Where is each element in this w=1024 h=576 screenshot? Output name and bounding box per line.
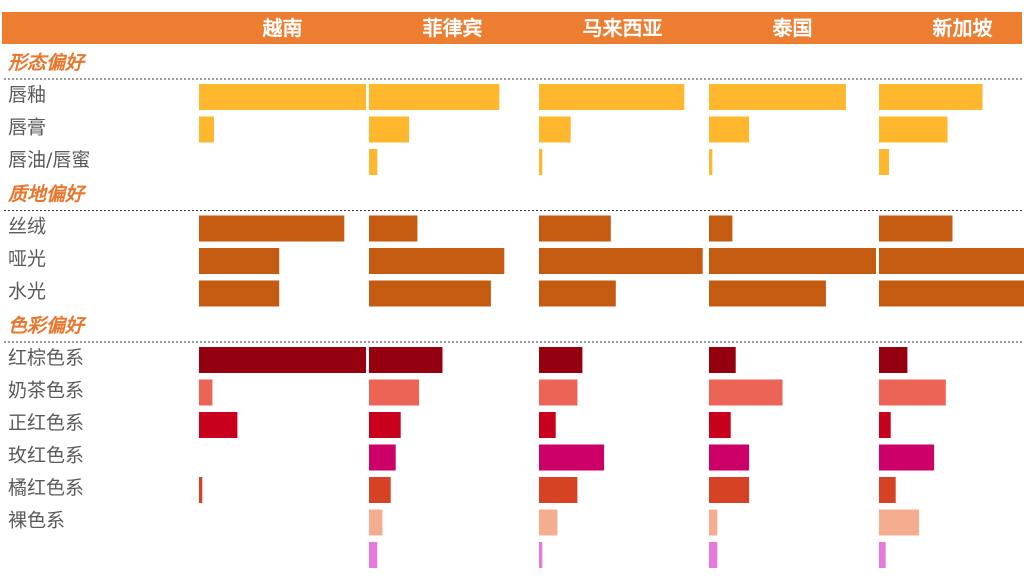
- bar-2-4-0: [199, 477, 203, 503]
- bar-2-4-3: [709, 477, 750, 503]
- bar-2-2-4: [879, 412, 891, 438]
- row-label-2-4: 橘红色系: [8, 477, 84, 499]
- bar-0-0-0: [199, 84, 366, 110]
- bar-2-2-0: [199, 412, 238, 438]
- bar-0-2-4: [879, 149, 889, 175]
- bar-2-3-3: [709, 444, 750, 471]
- bar-0-2-2: [539, 149, 543, 175]
- bar-2-3-1: [369, 444, 396, 471]
- bar-2-0-4: [879, 347, 908, 373]
- bar-2-1-4: [879, 379, 946, 406]
- bar-0-2-3: [709, 149, 713, 175]
- bar-2-6-1: [369, 542, 378, 568]
- row-label-2-0: 红棕色系: [8, 347, 84, 369]
- group-title-2: 色彩偏好: [8, 315, 87, 337]
- bar-0-1-4: [879, 116, 948, 143]
- bar-0-2-1: [369, 149, 378, 175]
- bar-1-0-3: [709, 215, 733, 242]
- bar-2-3-4: [879, 444, 935, 471]
- header-strip: [2, 12, 1022, 44]
- bar-2-2-3: [709, 412, 731, 438]
- bar-2-6-2: [539, 542, 543, 568]
- row-label-2-5: 裸色系: [8, 510, 65, 532]
- column-header-4: 新加坡: [933, 16, 994, 40]
- bar-0-1-1: [369, 116, 410, 143]
- bar-1-0-0: [199, 215, 345, 242]
- bar-2-2-2: [539, 412, 556, 438]
- column-header-2: 马来西亚: [583, 16, 663, 40]
- bar-2-2-1: [369, 412, 401, 438]
- bar-2-0-3: [709, 347, 736, 373]
- bar-1-2-1: [369, 280, 491, 307]
- bar-2-0-2: [539, 347, 583, 373]
- bar-2-0-1: [369, 347, 443, 373]
- column-header-0: 越南: [262, 16, 303, 40]
- bar-2-3-2: [539, 444, 605, 471]
- bar-2-5-4: [879, 509, 920, 536]
- row-label-2-1: 奶茶色系: [8, 380, 84, 402]
- bar-1-1-0: [199, 248, 280, 274]
- bar-0-1-2: [539, 116, 571, 143]
- bar-0-0-3: [709, 84, 846, 110]
- bar-2-1-2: [539, 379, 578, 406]
- bar-0-0-2: [539, 84, 685, 110]
- bar-2-1-1: [369, 379, 420, 406]
- row-label-1-2: 水光: [8, 281, 46, 303]
- row-label-1-1: 哑光: [8, 248, 46, 270]
- row-label-2-2: 正红色系: [8, 412, 84, 434]
- bar-1-2-3: [709, 280, 826, 307]
- column-header-1: 菲律宾: [423, 16, 483, 40]
- row-label-2-3: 玫红色系: [8, 445, 84, 467]
- bar-2-1-0: [199, 379, 213, 406]
- bar-2-6-4: [879, 542, 886, 568]
- bar-2-1-3: [709, 379, 783, 406]
- row-label-0-0: 唇釉: [8, 84, 46, 106]
- bar-1-0-2: [539, 215, 611, 242]
- bar-0-0-4: [879, 84, 983, 110]
- bar-1-1-1: [369, 248, 505, 274]
- bar-0-0-1: [369, 84, 500, 110]
- bar-2-5-1: [369, 509, 383, 536]
- bar-2-5-2: [539, 509, 558, 536]
- bar-1-1-4: [879, 248, 1024, 274]
- row-label-1-0: 丝绒: [8, 216, 46, 238]
- bar-2-4-1: [369, 477, 391, 503]
- bar-1-0-4: [879, 215, 953, 242]
- bar-2-5-3: [709, 509, 718, 536]
- bar-1-0-1: [369, 215, 418, 242]
- column-header-3: 泰国: [772, 16, 813, 40]
- bar-2-4-2: [539, 477, 578, 503]
- bar-1-2-4: [879, 280, 1024, 307]
- bar-1-2-2: [539, 280, 616, 307]
- bar-1-1-2: [539, 248, 703, 274]
- bar-2-0-0: [199, 347, 366, 373]
- bar-1-1-3: [709, 248, 876, 274]
- bar-2-4-4: [879, 477, 896, 503]
- group-title-0: 形态偏好: [7, 52, 87, 74]
- watermark-text: 大数跨境: [22, 547, 94, 568]
- row-label-0-2: 唇油/唇蜜: [8, 149, 90, 171]
- group-title-1: 质地偏好: [7, 184, 87, 206]
- bar-1-2-0: [199, 280, 280, 307]
- bar-0-1-0: [199, 116, 214, 143]
- bar-2-6-3: [709, 542, 718, 568]
- bar-0-1-3: [709, 116, 750, 143]
- row-label-0-1: 唇膏: [8, 116, 46, 139]
